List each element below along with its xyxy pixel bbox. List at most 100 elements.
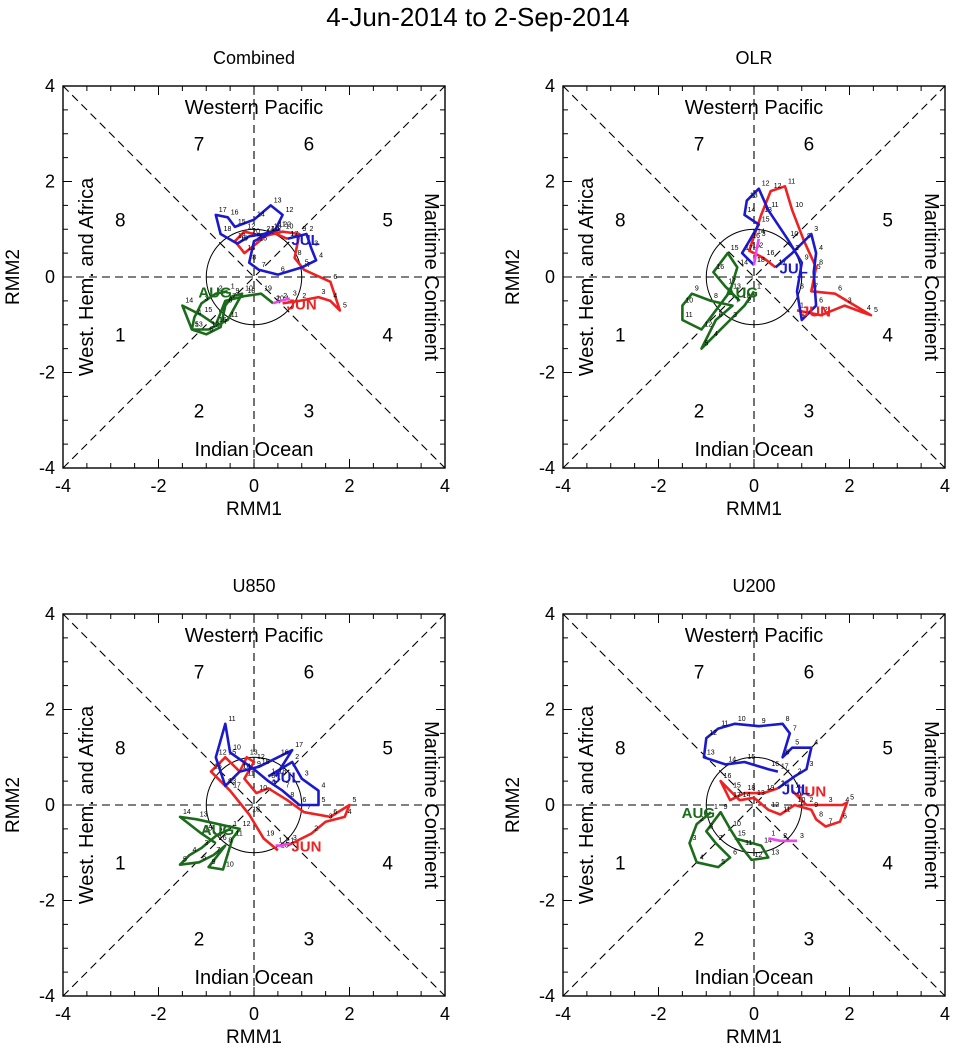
day-label: 4 — [819, 245, 823, 252]
y-tick-label: -2 — [39, 891, 55, 911]
day-label: 13 — [750, 193, 758, 200]
day-label: 11 — [685, 312, 692, 319]
day-label: 3 — [800, 833, 804, 840]
day-label: 10 — [233, 744, 241, 751]
y-tick-label: -2 — [539, 891, 555, 911]
phase-label: 2 — [194, 930, 205, 951]
day-label: 9 — [257, 761, 261, 768]
day-label: 9 — [236, 288, 240, 295]
day-label: 5 — [343, 302, 347, 309]
day-label: 16 — [231, 209, 239, 216]
day-label: 8 — [252, 255, 256, 262]
y-tick-label: -2 — [39, 363, 55, 383]
month-label-jul: JUL — [272, 769, 300, 786]
day-label: 19 — [767, 785, 775, 792]
trajectory-jul — [702, 722, 813, 790]
day-label: 3 — [829, 797, 833, 804]
day-label: 10 — [226, 861, 234, 868]
day-label: 17 — [728, 279, 736, 286]
region-label-right: Maritime Continent — [920, 721, 942, 889]
day-label: 2 — [283, 293, 287, 300]
y-tick-label: 2 — [45, 172, 55, 192]
day-label: 10 — [733, 821, 741, 828]
phase-label: 7 — [694, 662, 705, 683]
day-label: 8 — [298, 250, 302, 257]
phase-label: 8 — [115, 739, 126, 760]
region-label-bottom: Indian Ocean — [695, 439, 814, 461]
day-label: 1 — [714, 804, 718, 811]
day-label: 20 — [252, 228, 260, 235]
day-label: 13 — [771, 850, 779, 857]
region-label-bottom: Indian Ocean — [695, 967, 814, 989]
day-label: 7 — [286, 783, 290, 790]
region-label-top: Western Pacific — [685, 97, 824, 119]
trajectory-sep — [752, 238, 761, 266]
day-label: 22 — [283, 221, 291, 228]
x-axis-label: RMM1 — [226, 1027, 282, 1048]
day-label: 10 — [259, 785, 267, 792]
phase-label: 7 — [694, 134, 705, 155]
day-label: 13 — [707, 749, 715, 756]
day-label: 18 — [743, 293, 751, 300]
day-label: 7 — [829, 818, 833, 825]
day-label: 7 — [224, 319, 228, 326]
day-label: 6 — [819, 298, 823, 305]
month-label-aug: AUG — [198, 284, 231, 301]
panel-title: Combined — [213, 48, 295, 68]
day-label: 1 — [231, 283, 235, 290]
day-label: 16 — [724, 773, 732, 780]
x-tick-label: 4 — [940, 1004, 950, 1024]
day-label: 8 — [290, 792, 294, 799]
day-label: 17 — [295, 742, 303, 749]
day-label: 9 — [257, 233, 261, 240]
phase-label: 4 — [882, 853, 893, 874]
day-label: 17 — [745, 245, 753, 252]
phase-label: 3 — [304, 402, 315, 423]
day-label: 2 — [295, 754, 299, 761]
day-label: 2 — [310, 226, 314, 233]
day-label: 10 — [271, 226, 279, 233]
day-label: 9 — [762, 718, 766, 725]
day-label: 19 — [267, 830, 275, 837]
day-label: 10 — [738, 716, 746, 723]
region-label-bottom: Indian Ocean — [195, 439, 314, 461]
day-label: 4 — [193, 847, 197, 854]
y-axis-label: RMM2 — [503, 249, 524, 305]
day-label: 9 — [302, 226, 306, 233]
y-tick-label: 0 — [45, 267, 55, 287]
month-label-jun: JUN — [796, 784, 826, 801]
y-tick-label: 2 — [545, 700, 555, 720]
day-label: 12 — [219, 749, 227, 756]
day-label: 12 — [243, 821, 251, 828]
day-label: 11 — [228, 716, 235, 723]
day-label: 1 — [278, 838, 282, 845]
day-label: 4 — [321, 783, 325, 790]
region-label-left: West. Hem. and Africa — [76, 705, 98, 904]
trajectory-jun — [233, 230, 342, 312]
month-label-jun: JUN — [801, 303, 831, 320]
x-tick-label: 2 — [844, 1004, 854, 1024]
day-label: 16 — [716, 264, 724, 271]
day-label: 7 — [307, 262, 311, 269]
trajectory-aug — [688, 810, 770, 869]
x-tick-label: 4 — [940, 476, 950, 496]
month-label-jun: JUN — [291, 839, 321, 856]
phase-label: 5 — [882, 739, 893, 760]
day-label: 12 — [774, 183, 782, 190]
day-label: 18 — [252, 807, 260, 814]
day-label: 1 — [778, 259, 782, 266]
x-tick-label: 0 — [249, 1004, 259, 1024]
x-tick-label: 4 — [440, 1004, 450, 1024]
month-label-jul: JUL — [291, 232, 319, 249]
y-tick-label: 0 — [545, 267, 555, 287]
y-tick-label: -2 — [539, 363, 555, 383]
trajectory-jun — [719, 779, 849, 828]
day-label: 3 — [733, 312, 737, 319]
month-label-jul: JUL — [782, 781, 810, 798]
month-label-aug: AUG — [201, 822, 234, 839]
x-tick-label: 4 — [440, 476, 450, 496]
day-label: 2 — [759, 243, 763, 250]
